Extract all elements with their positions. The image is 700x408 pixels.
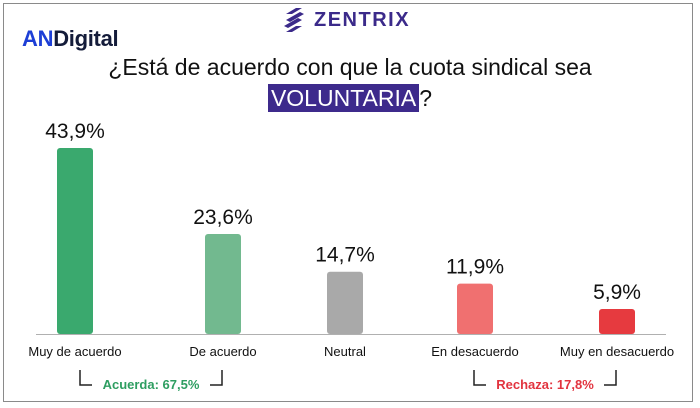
chart-title-line2: VOLUNTARIA? — [0, 84, 700, 112]
group-bracket-left-2 — [473, 370, 486, 386]
title-highlight: VOLUNTARIA — [267, 84, 420, 112]
bar-4 — [457, 283, 493, 334]
data-label-1: 43,9% — [45, 120, 105, 143]
bar-2 — [205, 234, 241, 334]
category-label-4: En desacuerdo — [431, 344, 518, 359]
category-label-5: Muy en desacuerdo — [560, 344, 674, 359]
data-label-2: 23,6% — [193, 206, 253, 229]
zentrix-mark-icon — [284, 8, 304, 32]
zentrix-logo: ZENTRIX — [280, 6, 410, 34]
bar-1 — [57, 148, 93, 334]
data-label-4: 11,9% — [446, 256, 504, 279]
chart-frame — [3, 3, 693, 402]
data-label-5: 5,9% — [593, 281, 641, 304]
group-bracket-left-1 — [79, 370, 92, 386]
group-bracket-right-1 — [210, 370, 223, 386]
group-bracket-right-2 — [604, 370, 617, 386]
group-label-2: Rechaza: 17,8% — [496, 377, 594, 392]
group-label-1: Acuerda: 67,5% — [103, 377, 200, 392]
andigital-logo: ANDigital — [22, 26, 119, 52]
bar-5 — [599, 309, 635, 334]
brand-an-text: AN — [22, 26, 54, 51]
chart-title-line1: ¿Está de acuerdo con que la cuota sindic… — [108, 54, 592, 80]
category-label-1: Muy de acuerdo — [28, 344, 121, 359]
bar-3 — [327, 271, 363, 334]
category-label-3: Neutral — [324, 344, 366, 359]
zentrix-wordmark: ZENTRIX — [314, 8, 411, 31]
title-suffix: ? — [419, 85, 433, 111]
category-label-2: De acuerdo — [189, 344, 256, 359]
brand-digital-text: Digital — [53, 26, 119, 51]
data-label-3: 14,7% — [315, 244, 375, 267]
